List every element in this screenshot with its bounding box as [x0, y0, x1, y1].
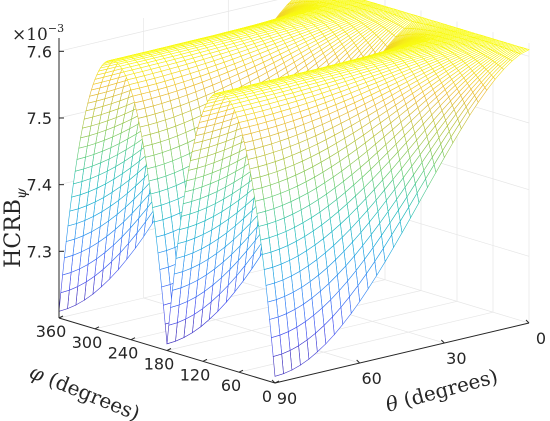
phi-tick-mark: [58, 315, 64, 319]
phi-tick-mark: [238, 369, 244, 373]
phi-tick-label: 180: [144, 355, 175, 374]
multiplier-label: ×10−3: [12, 22, 64, 45]
surface-cell: [159, 266, 171, 288]
surface-cell: [271, 334, 283, 357]
surface-cell: [263, 266, 275, 286]
theta-tick-mark: [440, 339, 445, 344]
theta-tick-label: 30: [446, 349, 466, 368]
surface-mesh: [58, 0, 530, 377]
theta-tick-mark: [356, 359, 361, 364]
surface-cell: [267, 299, 279, 320]
z-axis-label: HCRBψ: [1, 187, 30, 268]
surface-cell: [166, 322, 178, 345]
z-tick-label: 7.5: [27, 109, 52, 128]
surface-cell: [155, 234, 167, 254]
phi-tick-mark: [130, 337, 136, 341]
phi-tick-mark: [274, 380, 280, 384]
phi-tick-label: 0: [262, 387, 272, 406]
surface-cell: [161, 284, 173, 306]
surface-cell: [146, 166, 158, 182]
tick-labels: 7.3 7.4 7.5 7.6 0 60 120 180 240 300 360 0 30 60 90: [27, 42, 547, 408]
surface-cell: [168, 304, 180, 326]
z-tick-label: 7.3: [27, 242, 52, 261]
phi-tick-label: 240: [108, 344, 139, 363]
theta-tick-mark: [271, 379, 276, 384]
theta-tick-label: 90: [277, 389, 297, 408]
surface-cell: [272, 353, 284, 377]
surface-cell: [62, 254, 74, 276]
surface-cell: [172, 271, 184, 291]
phi-tick-label: 120: [180, 365, 211, 384]
theta-axis-label: θ (degrees): [383, 364, 500, 417]
surface-cell: [150, 191, 162, 208]
surface-cell: [60, 271, 72, 294]
surface-cell: [262, 251, 274, 270]
surface-cell: [265, 282, 277, 303]
z-tick-label: 7.6: [27, 42, 52, 61]
z-tick-label: 7.4: [27, 176, 52, 195]
surface-cell: [154, 219, 166, 238]
phi-tick-label: 360: [36, 322, 67, 341]
surface-cell: [58, 289, 70, 312]
surface-cell: [64, 238, 76, 259]
surface-cell: [269, 316, 281, 339]
surface-cell: [256, 210, 268, 227]
theta-axis-line: [274, 322, 530, 384]
surface-cell: [152, 204, 164, 223]
phi-axis-label: φ (degrees): [26, 359, 143, 421]
phi-tick-label: 300: [72, 333, 103, 352]
theta-tick-mark: [525, 319, 530, 324]
phi-tick-mark: [202, 358, 208, 362]
surface-cell: [157, 250, 169, 270]
phi-tick-label: 60: [221, 376, 241, 395]
phi-tick-mark: [94, 326, 100, 330]
phi-tick-mark: [166, 348, 172, 351]
theta-tick-label: 60: [361, 369, 381, 388]
surface-cell: [170, 287, 182, 308]
theta-tick-label: 0: [536, 329, 546, 348]
surface-cell: [258, 223, 270, 241]
surface-cell: [254, 198, 266, 214]
surface-cell: [260, 237, 272, 255]
surface-cell: [148, 178, 160, 195]
